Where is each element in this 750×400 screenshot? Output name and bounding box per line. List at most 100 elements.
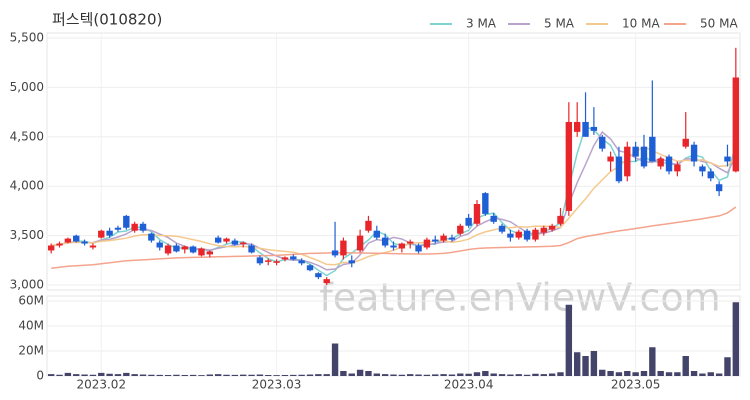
volume-bar xyxy=(507,374,514,376)
candle-body xyxy=(674,164,681,172)
volume-bar xyxy=(432,374,439,376)
x-tick-label: 2023.04 xyxy=(444,378,494,392)
candle-body xyxy=(281,257,289,260)
candle-body xyxy=(315,273,322,278)
candle-body xyxy=(415,245,422,252)
y-tick-label: 3,000 xyxy=(10,278,44,292)
candle-body xyxy=(690,144,698,162)
volume-bar xyxy=(365,371,372,376)
volume-bar xyxy=(406,374,414,376)
candle-body xyxy=(557,215,564,224)
candle-body xyxy=(649,136,656,162)
volume-bar xyxy=(298,374,305,376)
candle-body xyxy=(139,223,147,231)
chart-title: 퍼스텍(010820) xyxy=(52,11,162,29)
candle-body xyxy=(590,126,598,131)
candle-body xyxy=(173,245,180,252)
candle-body xyxy=(206,251,214,255)
volume-panel xyxy=(46,295,741,377)
candle-body xyxy=(682,138,689,147)
volume-bar xyxy=(440,374,447,376)
volume-bar xyxy=(565,304,573,376)
volume-bar xyxy=(607,371,614,376)
volume-bar xyxy=(47,374,55,376)
volume-bar xyxy=(281,375,289,376)
volume-bar xyxy=(573,352,581,376)
candle-body xyxy=(56,243,63,246)
volume-bar xyxy=(198,375,205,376)
candle-body xyxy=(724,156,731,162)
volume-bar xyxy=(64,372,72,376)
candle-body xyxy=(240,242,247,245)
candle-body xyxy=(214,237,222,243)
candle-body xyxy=(265,260,272,262)
candle-body xyxy=(423,239,431,248)
volume-bar xyxy=(674,372,681,376)
volume-bar xyxy=(323,374,330,376)
candle-body xyxy=(81,241,88,244)
volume-bar xyxy=(256,374,264,376)
candle-body xyxy=(624,146,631,177)
legend-label: 10 MA xyxy=(622,17,660,31)
y2-tick-label: 60M xyxy=(18,294,44,308)
candle-body xyxy=(406,241,414,244)
candle-body xyxy=(356,235,364,251)
volume-bar xyxy=(732,302,740,376)
watermark: feature.enViewV.com xyxy=(319,276,720,320)
candle-body xyxy=(290,256,297,260)
candle-body xyxy=(381,237,389,246)
candle-body xyxy=(98,230,105,238)
volume-bar xyxy=(331,343,339,376)
volume-bar xyxy=(248,374,255,376)
volume-bar xyxy=(482,371,489,376)
candle-body xyxy=(256,257,264,264)
candle-body xyxy=(457,225,464,234)
volume-bar xyxy=(89,374,97,376)
volume-bar xyxy=(81,374,88,376)
candle-body xyxy=(123,215,130,228)
candle-body xyxy=(573,121,581,132)
candle-body xyxy=(440,235,447,241)
volume-bar xyxy=(540,374,547,376)
candle-body xyxy=(482,193,489,214)
candle-body xyxy=(707,171,714,179)
candle-body xyxy=(323,279,330,284)
volume-bar xyxy=(632,372,639,376)
candle-body xyxy=(131,223,138,231)
volume-bar xyxy=(490,373,497,376)
candle-body xyxy=(390,245,397,248)
volume-bar xyxy=(315,374,322,376)
candle-body xyxy=(223,238,230,242)
volume-bar xyxy=(457,373,464,376)
volume-bar xyxy=(356,369,364,376)
volume-bar xyxy=(106,373,113,376)
candle-body xyxy=(498,225,506,232)
candle-body xyxy=(432,239,439,242)
volume-bar xyxy=(56,374,63,376)
volume-bar xyxy=(699,373,706,376)
volume-bar xyxy=(206,374,214,376)
candle-body xyxy=(331,250,339,256)
volume-bar xyxy=(657,371,664,376)
volume-bar xyxy=(340,371,347,376)
legend-label: 50 MA xyxy=(700,17,738,31)
volume-bar xyxy=(448,374,456,376)
candle-body xyxy=(348,260,355,264)
candle-body xyxy=(298,260,305,264)
candle-body xyxy=(632,146,639,157)
volume-bar xyxy=(373,373,381,376)
volume-bar xyxy=(690,371,698,376)
volume-bar xyxy=(148,374,155,376)
volume-bar xyxy=(240,374,247,376)
volume-bar xyxy=(615,372,623,376)
volume-bar xyxy=(715,373,723,376)
candle-body xyxy=(532,229,539,240)
volume-bar xyxy=(532,373,539,376)
ma-line xyxy=(51,206,737,270)
candle-body xyxy=(365,220,372,231)
volume-bar xyxy=(381,374,389,376)
volume-bar xyxy=(214,374,222,376)
volume-bar xyxy=(649,347,656,376)
candle-body xyxy=(273,261,280,263)
